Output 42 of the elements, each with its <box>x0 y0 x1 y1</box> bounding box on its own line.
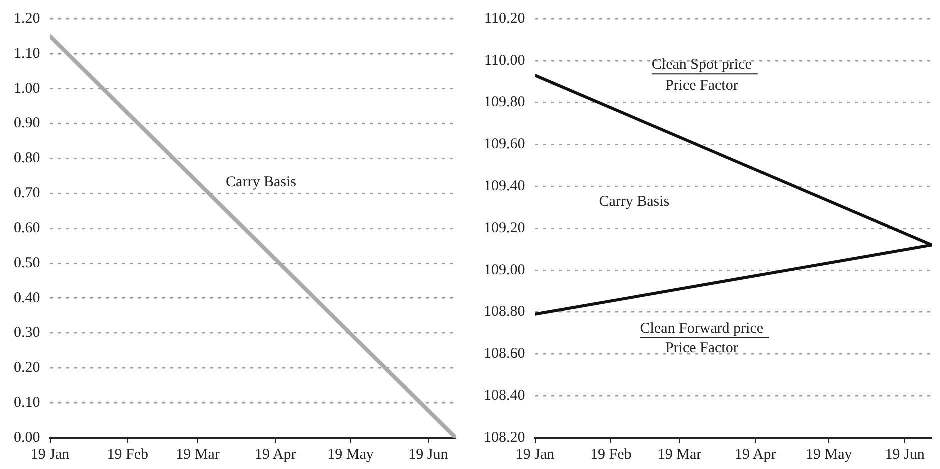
y-tick-label: 109.20 <box>484 220 526 236</box>
x-tick-label: 19 Mar <box>658 446 702 463</box>
y-tick-label: 108.40 <box>484 388 526 404</box>
y-tick-label: 1.20 <box>14 10 40 27</box>
y-tick-label: 110.00 <box>484 52 526 69</box>
x-tick-label: 19 Jan <box>516 446 556 463</box>
y-tick-label: 1.00 <box>14 80 40 97</box>
y-tick-label: 108.60 <box>484 346 526 362</box>
annotation: Clean Spot price <box>652 57 752 74</box>
y-tick-label: 1.10 <box>14 46 40 62</box>
x-tick-label: 19 May <box>328 446 374 463</box>
x-tick-label: 19 May <box>806 446 853 463</box>
y-tick-label: 0.70 <box>14 186 40 202</box>
y-tick-label: 0.10 <box>14 395 40 412</box>
y-tick-label: 109.00 <box>484 262 526 278</box>
y-tick-label: 0.50 <box>14 255 40 272</box>
x-tick-label: 19 Apr <box>735 446 776 463</box>
annotation: Price Factor <box>665 78 738 94</box>
y-tick-label: 109.60 <box>484 136 526 153</box>
annotation: Carry Basis <box>599 194 670 210</box>
y-tick-label: 109.40 <box>484 178 526 195</box>
y-tick-label: 109.80 <box>484 94 526 111</box>
y-tick-label: 110.20 <box>484 10 526 27</box>
y-tick-label: 0.40 <box>14 290 40 306</box>
y-tick-label: 0.20 <box>14 360 40 376</box>
y-tick-label: 108.80 <box>484 304 526 320</box>
annotation: Clean Forward price <box>640 320 764 337</box>
x-tick-label: 19 Feb <box>590 446 632 463</box>
y-tick-label: 0.00 <box>14 430 40 446</box>
x-tick-label: 19 Apr <box>255 446 296 463</box>
y-tick-label: 0.90 <box>14 116 40 132</box>
y-tick-label: 0.80 <box>14 150 40 167</box>
x-tick-label: 19 Feb <box>107 446 149 463</box>
annotation: Carry Basis <box>226 174 297 190</box>
x-tick-label: 19 Jan <box>30 446 70 463</box>
x-tick-label: 19 Jun <box>408 446 449 463</box>
y-tick-label: 108.20 <box>484 430 526 446</box>
x-tick-label: 19 Jun <box>885 446 926 463</box>
y-tick-label: 0.30 <box>14 325 40 342</box>
x-tick-label: 19 Mar <box>176 446 220 463</box>
y-tick-label: 0.60 <box>14 220 40 236</box>
annotation: Price Factor <box>665 340 738 356</box>
